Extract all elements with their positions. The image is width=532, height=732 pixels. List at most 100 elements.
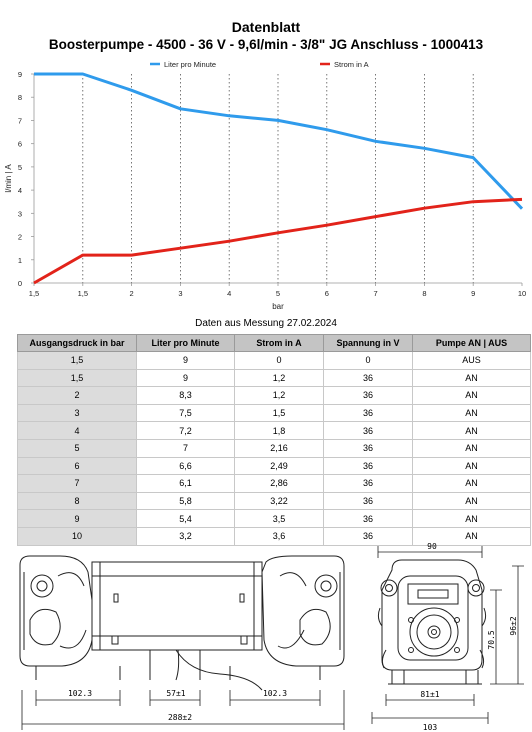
front-view-drawing <box>377 559 487 685</box>
series-line-0 <box>34 72 524 210</box>
table-cell: 36 <box>323 456 413 476</box>
page-subtitle: Boosterpumpe - 4500 - 36 V - 9,6l/min - … <box>48 37 484 52</box>
front-view-dimensions <box>371 546 524 724</box>
table-cell: 1,2 <box>234 368 324 388</box>
x-tick-label: 5 <box>276 289 280 298</box>
dim-front-h1: 70.5 <box>487 630 496 649</box>
y-tick-label: 6 <box>18 140 22 149</box>
legend-label-1: Strom in A <box>334 60 369 69</box>
table-header-cell: Strom in A <box>234 334 324 352</box>
chart-caption: Daten aus Messung 27.02.2024 <box>195 318 337 329</box>
y-tick-label: 1 <box>18 256 22 265</box>
table-header-cell: Ausgangsdruck in bar <box>17 334 137 352</box>
y-axis-label: l/min | A <box>4 164 13 193</box>
front-port-icon-left <box>380 579 398 597</box>
table-header-cell: Liter pro Minute <box>136 334 235 352</box>
x-tick-label: 3 <box>178 289 182 298</box>
y-tick-label: 4 <box>18 186 22 195</box>
x-tick-label: 10 <box>518 289 526 298</box>
table-cell: 36 <box>323 509 413 528</box>
table-cell: 7,2 <box>136 421 235 440</box>
table-cell: 9 <box>136 351 235 370</box>
technical-drawings: 102.3 57±1 102.3 288±2 90 70.5 96±2 81±1… <box>19 542 524 732</box>
dim-front-top: 90 <box>427 542 437 551</box>
table-cell: 36 <box>323 474 413 493</box>
table-cell: AN <box>412 438 531 458</box>
table-cell: 9 <box>17 509 137 528</box>
table-cell: 7 <box>136 438 235 458</box>
table-cell: 8 <box>17 491 137 511</box>
table-header-cell: Pumpe AN | AUS <box>412 334 531 352</box>
table-cell: 36 <box>323 421 413 440</box>
y-tick-label: 9 <box>18 70 22 79</box>
table-cell: 6,6 <box>136 456 235 476</box>
table-cell: 2 <box>17 386 137 405</box>
x-tick-label: 1,5 <box>29 289 39 298</box>
side-view-drawing <box>19 555 345 691</box>
table-cell: AUS <box>412 351 531 370</box>
table-cell: 10 <box>17 526 137 546</box>
performance-chart: 0 1 2 3 4 5 6 7 8 9 1,5 1,5 2 3 4 5 6 7 8 9 10 bar l/min | A L… <box>4 60 526 311</box>
y-tick-label: 7 <box>18 116 22 125</box>
table-cell: 5,4 <box>136 509 235 528</box>
measurement-table: Ausgangsdruck in bar Liter pro Minute Stro… <box>17 334 531 546</box>
series-line-1 <box>33 197 523 285</box>
table-cell: 1,5 <box>234 403 324 423</box>
table-cell: 36 <box>323 491 413 511</box>
x-tick-label: 1,5 <box>78 289 88 298</box>
table-cell: 4 <box>17 421 137 440</box>
table-cell: 5 <box>17 438 137 458</box>
page-title: Datenblatt <box>231 19 301 35</box>
dim-side-left: 102.3 <box>68 689 92 698</box>
table-row: 6 6,6 2,49 36 AN <box>17 456 531 476</box>
side-view-dimensions <box>21 690 345 730</box>
table-cell: 3 <box>17 403 137 423</box>
table-cell: 3,5 <box>234 509 324 528</box>
table-cell: 5,8 <box>136 491 235 511</box>
table-cell: 6 <box>17 456 137 476</box>
table-cell: AN <box>412 474 531 493</box>
y-tick-label: 8 <box>18 93 22 102</box>
x-tick-label: 8 <box>422 289 426 298</box>
table-header-cell: Spannung in V <box>323 334 413 352</box>
table-row: 5 7 2,16 36 AN <box>17 438 531 458</box>
table-cell: AN <box>412 368 531 388</box>
table-cell: 2,86 <box>234 474 324 493</box>
table-cell: 2,16 <box>234 438 324 458</box>
table-cell: 36 <box>323 438 413 458</box>
table-cell: 1,5 <box>17 351 137 370</box>
table-row: 4 7,2 1,8 36 AN <box>17 421 531 440</box>
table-cell: AN <box>412 421 531 440</box>
legend-label-0: Liter pro Minute <box>164 60 216 69</box>
port-icon-left <box>30 574 54 598</box>
table-row: 10 3,2 3,6 36 AN <box>17 526 531 546</box>
table-cell: 36 <box>323 403 413 423</box>
table-row: 9 5,4 3,5 36 AN <box>17 509 531 528</box>
x-tick-label: 4 <box>227 289 231 298</box>
table-cell: 7 <box>17 474 137 493</box>
dim-front-b1: 81±1 <box>420 690 439 699</box>
x-tick-label: 9 <box>471 289 475 298</box>
port-icon-right <box>314 574 338 598</box>
table-row: 8 5,8 3,22 36 AN <box>17 491 531 511</box>
table-cell: 6,1 <box>136 474 235 493</box>
x-tick-label: 7 <box>374 289 378 298</box>
table-cell: AN <box>412 509 531 528</box>
table-row: 3 7,5 1,5 36 AN <box>17 403 531 423</box>
y-tick-label: 2 <box>18 233 22 242</box>
dim-side-total: 288±2 <box>168 713 192 722</box>
y-tick-label: 5 <box>18 163 22 172</box>
dim-side-mid: 57±1 <box>166 689 185 698</box>
table-row: 1,5 9 0 0 AUS <box>17 351 531 370</box>
table-cell: 0 <box>234 351 324 370</box>
table-cell: 1,5 <box>17 368 137 388</box>
table-cell: 7,5 <box>136 403 235 423</box>
table-cell: 1,8 <box>234 421 324 440</box>
y-tick-label: 0 <box>18 279 22 288</box>
table-cell: AN <box>412 403 531 423</box>
table-cell: 1,2 <box>234 386 324 405</box>
table-cell: 3,22 <box>234 491 324 511</box>
x-tick-label: 2 <box>130 289 134 298</box>
table-cell: 8,3 <box>136 386 235 405</box>
table-cell: AN <box>412 491 531 511</box>
